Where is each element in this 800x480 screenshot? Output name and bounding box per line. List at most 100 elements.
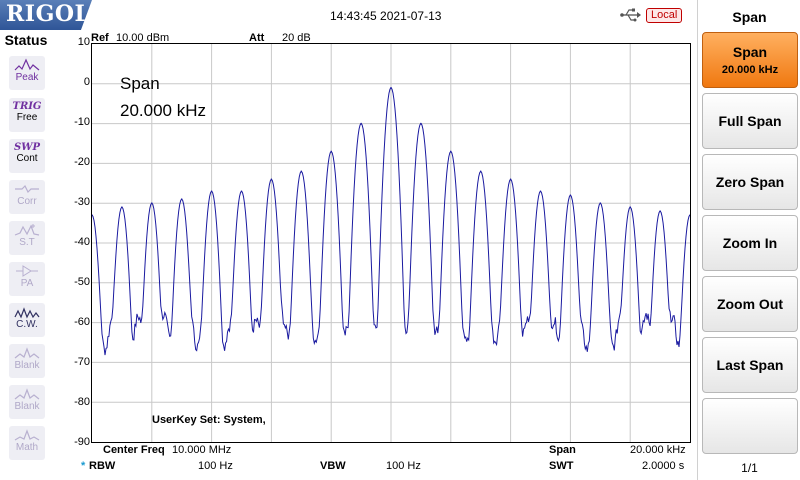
rigol-logo: RIGOL [0, 0, 92, 30]
swt-value[interactable]: 2.0000 s [642, 460, 685, 472]
status-math: Math [9, 426, 45, 460]
status-blank-2-label: Blank [14, 401, 40, 412]
rbw-marker: * [81, 460, 86, 472]
zoom-out-button[interactable]: Zoom Out [702, 276, 798, 332]
spectrum-peak-point [479, 170, 482, 173]
measurement-screen: Ref 10.00 dBm Att 20 dB 10 0 -10 -20 -30 -40 -… [52, 32, 697, 480]
top-bar: RIGOL 14:43:45 2021-07-13 Local [0, 0, 697, 32]
status-st: S.T [9, 221, 45, 255]
spectrum-peak-point [420, 122, 422, 125]
y-tick-label: -40 [74, 236, 90, 248]
status-cw-label: C.W. [16, 319, 38, 330]
status-pa: PA [9, 262, 45, 296]
spectrum-peak-point [330, 150, 332, 153]
zero-span-label: Zero Span [715, 174, 785, 190]
ref-label: Ref [91, 32, 109, 44]
softkey-menu-title: Span [732, 9, 767, 25]
status-title: Status [4, 32, 48, 48]
vbw-value[interactable]: 100 Hz [386, 460, 421, 472]
status-panel: Status Peak TRIG Free SWP Cont Corr S.T … [0, 32, 52, 480]
spectrum-peak-point [92, 214, 93, 216]
status-math-label: Math [15, 442, 39, 453]
status-trig-label: Free [16, 112, 38, 123]
active-param-name: Span [120, 74, 160, 93]
status-cw: C.W. [9, 303, 45, 337]
span-softkey-value: 20.000 kHz [721, 64, 779, 76]
status-blank-1-label: Blank [14, 360, 40, 371]
last-span-label: Last Span [716, 357, 784, 373]
att-label: Att [249, 32, 265, 44]
last-span-button[interactable]: Last Span [702, 337, 798, 393]
userkey-set: UserKey Set: System, [152, 414, 266, 426]
spectrum-peak-point [569, 194, 572, 197]
att-value: 20 dB [282, 32, 311, 44]
status-sweep-top: SWP [14, 142, 40, 153]
spectrum-peak-point [659, 210, 661, 212]
y-tick-label: -10 [74, 116, 90, 128]
status-sweep-label: Cont [16, 153, 38, 164]
spectrum-plot [91, 43, 691, 443]
y-tick-label: -90 [74, 436, 90, 448]
span-softkey-label: Span [732, 44, 768, 60]
y-tick-label: 0 [83, 76, 90, 88]
status-sweep: SWP Cont [9, 139, 45, 173]
status-pa-label: PA [20, 278, 34, 289]
spectrum-svg [92, 44, 690, 442]
y-tick-label: -50 [74, 276, 90, 288]
y-tick-label: 10 [77, 36, 90, 48]
y-tick-label: -60 [74, 316, 90, 328]
spectrum-peak-point [300, 170, 303, 173]
blank-icon [14, 347, 40, 359]
cw-icon [14, 307, 40, 319]
ref-value: 10.00 dBm [116, 32, 170, 44]
status-st-label: S.T [19, 237, 35, 248]
page-indicator: 1/1 [741, 461, 758, 475]
status-corr: Corr [9, 180, 45, 214]
zoom-out-label: Zoom Out [716, 296, 784, 312]
peak-icon [14, 58, 40, 71]
span-softkey[interactable]: Span 20.000 kHz [702, 32, 798, 88]
status-corr-label: Corr [17, 196, 37, 207]
full-span-label: Full Span [718, 113, 782, 129]
active-param-value: 20.000 kHz [120, 101, 206, 120]
center-freq-value[interactable]: 10.000 MHz [172, 444, 232, 456]
y-tick-label: -30 [74, 196, 90, 208]
spectrum-peak-point [450, 150, 452, 153]
rbw-label[interactable]: RBW [89, 460, 116, 472]
spectrum-peak-point [121, 206, 123, 208]
st-icon [14, 224, 40, 236]
swt-label[interactable]: SWT [549, 460, 574, 472]
usb-icon [620, 8, 641, 22]
spectrum-peak-point [599, 202, 602, 204]
remote-mode-badge: Local [646, 8, 683, 23]
vbw-label[interactable]: VBW [320, 460, 346, 472]
spectrum-peak-point [390, 86, 392, 89]
blank-icon [14, 388, 40, 400]
full-span-button[interactable]: Full Span [702, 93, 798, 149]
span-value[interactable]: 20.000 kHz [630, 444, 686, 456]
spectrum-peak-point [509, 178, 512, 181]
status-peak-label: Peak [15, 72, 39, 83]
spectrum-peak-point [539, 190, 542, 193]
status-blank-2: Blank [9, 385, 45, 419]
status-trig: TRIG Free [9, 98, 45, 132]
zero-span-button[interactable]: Zero Span [702, 154, 798, 210]
rbw-value[interactable]: 100 Hz [198, 460, 233, 472]
span-label[interactable]: Span [549, 444, 576, 456]
spectrum-peak-point [151, 202, 153, 204]
datetime: 14:43:45 2021-07-13 [330, 9, 442, 23]
y-tick-label: -20 [74, 156, 90, 168]
zoom-in-label: Zoom In [722, 235, 778, 251]
spectrum-peak-point [629, 206, 631, 208]
brand-text: RIGOL [6, 1, 91, 27]
pa-icon [16, 265, 38, 277]
y-tick-label: -70 [74, 356, 90, 368]
spectrum-peak-point [270, 178, 273, 181]
empty-softkey[interactable] [702, 398, 798, 454]
spectrum-peak-point [180, 198, 183, 201]
spectrum-peak-point [689, 214, 690, 216]
math-icon [14, 429, 40, 441]
zoom-in-button[interactable]: Zoom In [702, 215, 798, 271]
center-freq-label[interactable]: Center Freq [103, 444, 165, 456]
y-tick-label: -80 [74, 396, 90, 408]
